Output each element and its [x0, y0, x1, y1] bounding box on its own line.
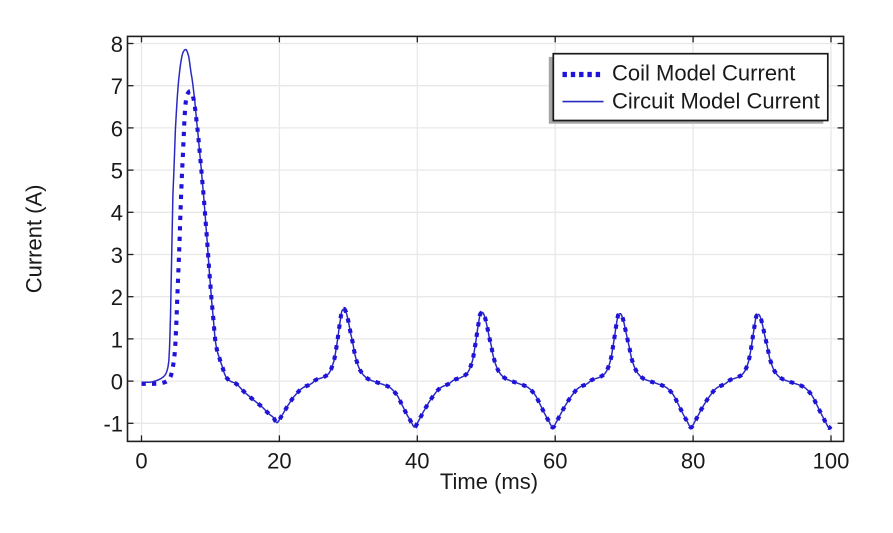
svg-text:40: 40	[405, 449, 429, 474]
svg-text:2: 2	[111, 285, 123, 310]
svg-text:80: 80	[681, 449, 705, 474]
svg-text:Current (A): Current (A)	[22, 185, 47, 294]
svg-text:1: 1	[111, 327, 123, 352]
svg-text:Coil Model Current: Coil Model Current	[612, 61, 795, 86]
svg-text:-1: -1	[103, 412, 123, 437]
svg-text:5: 5	[111, 159, 123, 184]
svg-text:100: 100	[813, 449, 850, 474]
svg-text:7: 7	[111, 74, 123, 99]
svg-text:3: 3	[111, 243, 123, 268]
svg-text:Time (ms): Time (ms)	[440, 469, 538, 494]
svg-text:0: 0	[111, 370, 123, 395]
svg-text:60: 60	[543, 449, 567, 474]
svg-text:6: 6	[111, 116, 123, 141]
svg-text:8: 8	[111, 32, 123, 57]
svg-text:4: 4	[111, 201, 123, 226]
svg-text:0: 0	[135, 449, 147, 474]
svg-text:Circuit Model Current: Circuit Model Current	[612, 89, 820, 114]
svg-text:20: 20	[267, 449, 291, 474]
